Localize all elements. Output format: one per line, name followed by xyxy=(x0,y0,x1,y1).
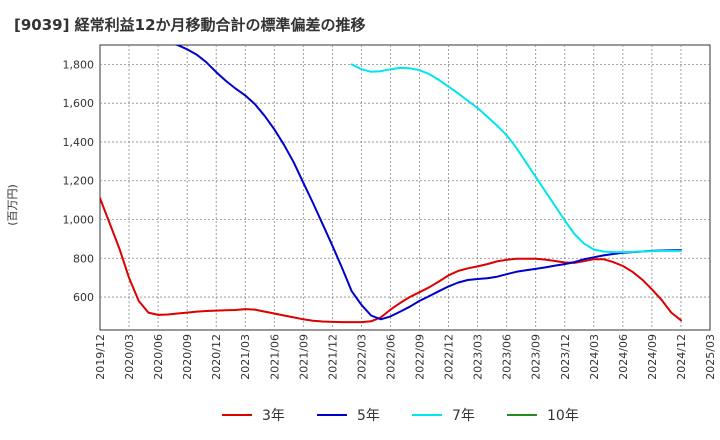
x-tick-label: 2020/09 xyxy=(181,334,194,380)
y-tick-label: 1,200 xyxy=(63,175,95,188)
x-tick-label: 2022/09 xyxy=(414,334,427,380)
x-tick-label: 2022/03 xyxy=(355,334,368,380)
x-tick-label: 2020/06 xyxy=(152,334,165,380)
legend-label-3年: 3年 xyxy=(262,408,285,424)
x-tick-label: 2019/12 xyxy=(94,334,107,380)
legend-label-5年: 5年 xyxy=(357,408,380,424)
x-tick-label: 2024/09 xyxy=(646,334,659,380)
y-tick-label: 1,800 xyxy=(63,58,95,71)
x-tick-label: 2022/12 xyxy=(443,334,456,380)
legend-label-7年: 7年 xyxy=(452,408,475,424)
x-tick-label: 2022/06 xyxy=(384,334,397,380)
x-tick-label: 2023/06 xyxy=(501,334,514,380)
chart-title: [9039] 経常利益12か月移動合計の標準偏差の推移 xyxy=(14,16,366,34)
x-tick-label: 2023/12 xyxy=(559,334,572,380)
x-tick-label: 2020/12 xyxy=(210,334,223,380)
x-tick-label: 2024/06 xyxy=(617,334,630,380)
x-tick-label: 2021/09 xyxy=(297,334,310,380)
x-tick-label: 2023/09 xyxy=(530,334,543,380)
y-tick-label: 1,400 xyxy=(63,136,95,149)
y-axis-label: (百万円) xyxy=(6,184,19,226)
y-tick-label: 800 xyxy=(73,252,94,265)
series-line-5年 xyxy=(174,45,682,321)
legend-label-10年: 10年 xyxy=(547,408,579,424)
x-tick-label: 2020/03 xyxy=(123,334,136,380)
x-tick-label: 2021/06 xyxy=(268,334,281,380)
x-tick-label: 2024/03 xyxy=(588,334,601,380)
plot-area xyxy=(99,44,711,331)
x-tick-label: 2021/03 xyxy=(239,334,252,380)
x-tick-label: 2024/12 xyxy=(675,334,688,380)
y-tick-label: 600 xyxy=(73,291,94,304)
y-tick-label: 1,000 xyxy=(63,213,95,226)
x-tick-label: 2023/03 xyxy=(472,334,485,380)
y-tick-label: 1,600 xyxy=(63,97,95,110)
series-line-3年 xyxy=(100,197,682,324)
x-tick-label: 2021/12 xyxy=(326,334,339,380)
x-tick-label: 2025/03 xyxy=(704,334,717,380)
series-line-7年 xyxy=(350,63,682,254)
